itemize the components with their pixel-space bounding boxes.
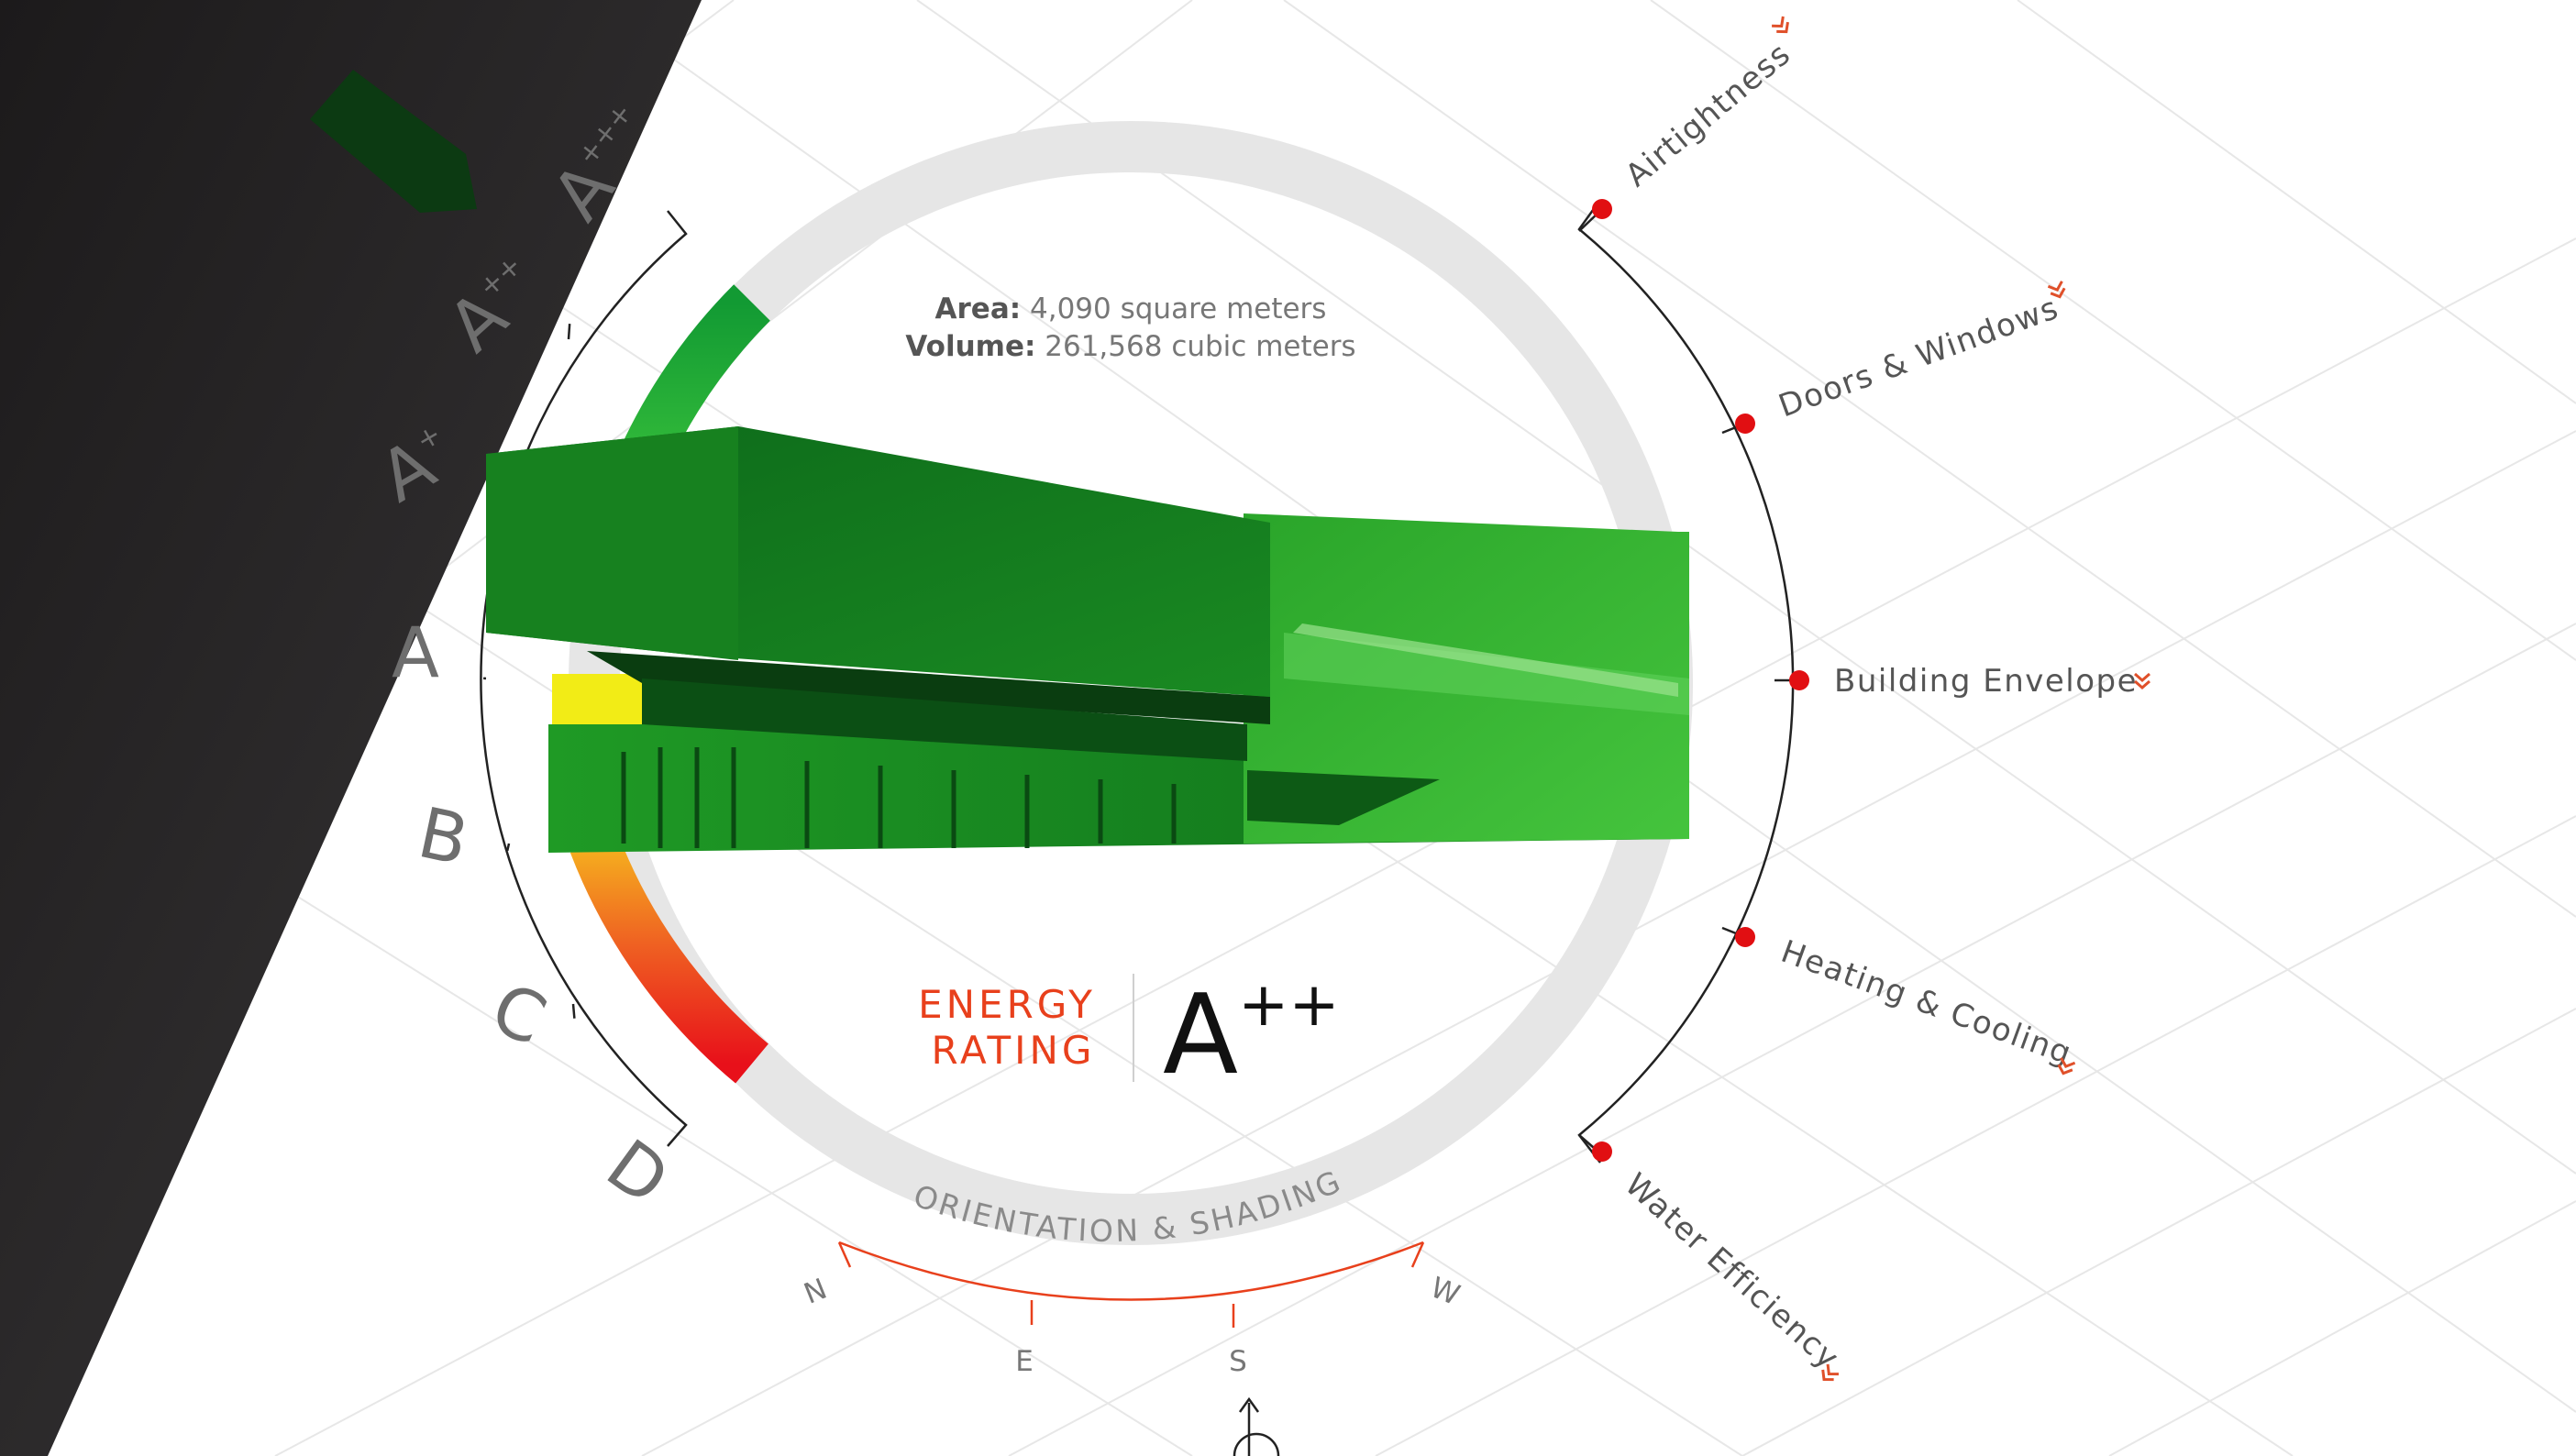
compass-north-label: N <box>800 1273 832 1311</box>
area-label: Area: <box>935 292 1022 325</box>
grade-scale-bracket <box>480 210 688 1147</box>
area-value: 4,090 square meters <box>1030 292 1326 325</box>
chevron-down-icon[interactable] <box>2134 672 2150 689</box>
compass-direction-icon <box>1233 1396 1280 1456</box>
building-model[interactable] <box>486 426 1689 853</box>
dark-side-panel <box>0 0 702 1456</box>
chevron-down-icon[interactable] <box>1772 16 1792 37</box>
metric-label[interactable]: Doors & Windows <box>1774 290 2063 425</box>
chevron-down-icon[interactable] <box>2056 1057 2076 1076</box>
volume-label: Volume: <box>905 330 1035 363</box>
grade-label: B <box>412 791 476 881</box>
compass-ticks <box>837 1241 1425 1328</box>
metric-item[interactable]: Heating & Cooling <box>1721 926 2077 1076</box>
energy-rating-title-line2: RATING <box>932 1028 1096 1073</box>
metric-item[interactable]: Airtightness <box>1578 16 1798 232</box>
metric-dot[interactable] <box>1789 670 1809 690</box>
compass-east-label: E <box>1015 1345 1034 1378</box>
volume-value: 261,568 cubic meters <box>1045 330 1355 363</box>
gauge-arc-warm <box>569 833 769 1084</box>
grade-tick <box>571 1003 576 1019</box>
compass-west-label: W <box>1426 1271 1465 1312</box>
svg-text:Area: 4,090 square meters: Area: 4,090 square meters <box>935 292 1327 325</box>
grade-tick <box>506 843 511 852</box>
grade-label: D <box>592 1123 684 1220</box>
grade-label: C <box>480 966 558 1061</box>
metric-label[interactable]: Water Efficiency <box>1618 1166 1846 1377</box>
pointer-arrow-icon <box>310 70 477 213</box>
metric-dot[interactable] <box>1592 199 1612 219</box>
chevron-down-icon[interactable] <box>2047 281 2066 300</box>
energy-rating-grade: A++ <box>1163 969 1340 1099</box>
metric-label[interactable]: Building Envelope <box>1834 663 2138 700</box>
compass-south-label: S <box>1229 1345 1247 1378</box>
metric-item[interactable]: Doors & Windows <box>1721 281 2067 435</box>
svg-text:Volume: 261,568 cubic mete: Volume: 261,568 cubic meters <box>905 330 1355 363</box>
compass-arc <box>838 1241 1424 1301</box>
grade-label: A <box>392 612 439 693</box>
metric-label[interactable]: Heating & Cooling <box>1776 933 2077 1073</box>
metric-dot[interactable] <box>1735 927 1755 947</box>
chevron-down-icon[interactable] <box>1819 1363 1839 1384</box>
metric-item[interactable]: Building Envelope <box>1774 663 2150 700</box>
metric-dot[interactable] <box>1592 1142 1612 1162</box>
energy-rating-title-line1: ENERGY <box>918 982 1096 1027</box>
metric-label[interactable]: Airtightness <box>1619 36 1798 194</box>
metric-dot[interactable] <box>1735 414 1755 434</box>
metric-item[interactable]: Water Efficiency <box>1578 1134 1846 1384</box>
